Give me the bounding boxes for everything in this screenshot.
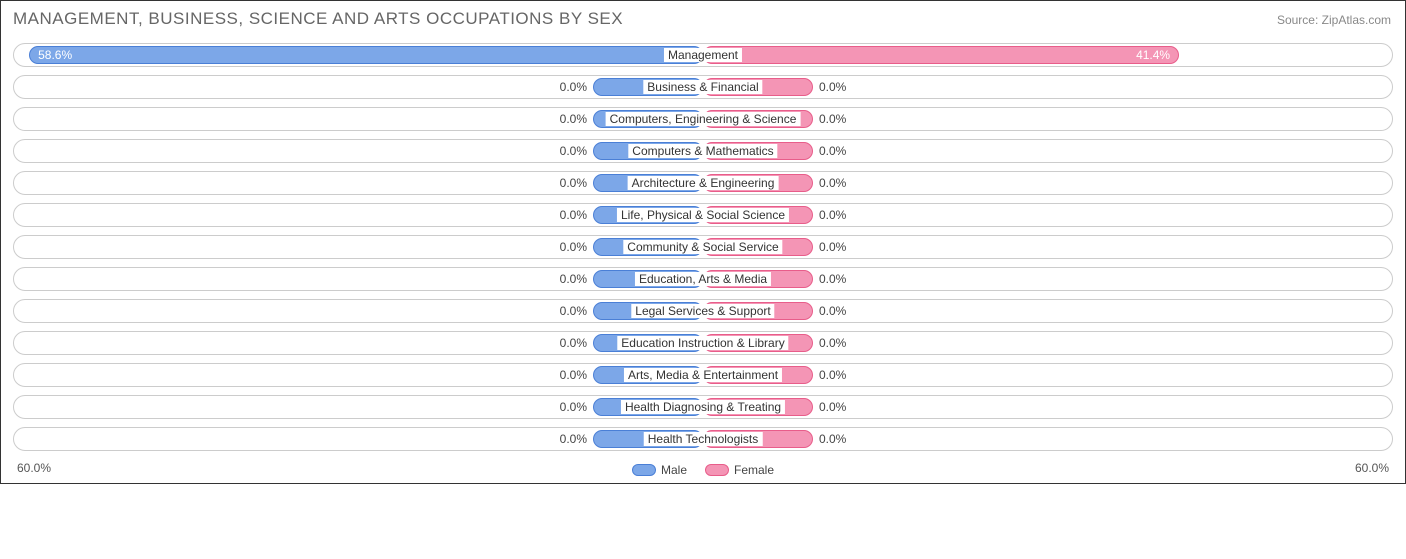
male-pct: 0.0% <box>554 336 593 350</box>
female-pct: 0.0% <box>813 304 852 318</box>
legend-male-label: Male <box>661 463 687 477</box>
axis-left-label: 60.0% <box>17 461 51 477</box>
chart-row: 0.0% 0.0% Education, Arts & Media <box>13 267 1393 291</box>
category-label: Computers & Mathematics <box>628 144 777 158</box>
female-pct: 0.0% <box>813 112 852 126</box>
female-pct: 0.0% <box>813 272 852 286</box>
chart-row: 0.0% 0.0% Legal Services & Support <box>13 299 1393 323</box>
female-bar: 41.4% <box>703 46 1179 64</box>
chart-row: 0.0% 0.0% Computers & Mathematics <box>13 139 1393 163</box>
chart-container: Management, Business, Science and Arts O… <box>0 0 1406 484</box>
chart-legend: Male Female <box>632 463 774 477</box>
female-pct: 41.4% <box>1136 48 1170 62</box>
chart-row: 0.0% 0.0% Life, Physical & Social Science <box>13 203 1393 227</box>
legend-male: Male <box>632 463 687 477</box>
female-pct: 0.0% <box>813 336 852 350</box>
chart-source: Source: ZipAtlas.com <box>1277 13 1391 27</box>
chart-title: Management, Business, Science and Arts O… <box>13 9 1393 29</box>
female-pct: 0.0% <box>813 240 852 254</box>
category-label: Education Instruction & Library <box>617 336 788 350</box>
category-label: Legal Services & Support <box>631 304 774 318</box>
category-label: Computers, Engineering & Science <box>606 112 801 126</box>
male-pct: 0.0% <box>554 240 593 254</box>
axis-labels: 60.0% Male Female 60.0% <box>13 459 1393 477</box>
category-label: Education, Arts & Media <box>635 272 771 286</box>
chart-row: 0.0% 0.0% Architecture & Engineering <box>13 171 1393 195</box>
chart-row: 0.0% 0.0% Arts, Media & Entertainment <box>13 363 1393 387</box>
male-pct: 0.0% <box>554 272 593 286</box>
male-bar: 58.6% <box>29 46 703 64</box>
category-label: Business & Financial <box>643 80 762 94</box>
male-pct: 0.0% <box>554 368 593 382</box>
female-pct: 0.0% <box>813 400 852 414</box>
chart-row: 0.0% 0.0% Computers, Engineering & Science <box>13 107 1393 131</box>
legend-male-swatch <box>632 464 656 476</box>
female-pct: 0.0% <box>813 80 852 94</box>
male-pct: 0.0% <box>554 400 593 414</box>
male-pct: 0.0% <box>554 112 593 126</box>
male-pct: 58.6% <box>38 48 72 62</box>
category-label: Architecture & Engineering <box>628 176 779 190</box>
chart-rows: 58.6% 41.4% Management 0.0% 0.0% Business & F… <box>13 43 1393 451</box>
chart-row: 0.0% 0.0% Business & Financial <box>13 75 1393 99</box>
chart-row: 0.0% 0.0% Community & Social Service <box>13 235 1393 259</box>
female-pct: 0.0% <box>813 176 852 190</box>
legend-female-swatch <box>705 464 729 476</box>
category-label: Life, Physical & Social Science <box>617 208 789 222</box>
category-label: Health Diagnosing & Treating <box>621 400 785 414</box>
female-pct: 0.0% <box>813 208 852 222</box>
chart-row: 0.0% 0.0% Health Diagnosing & Treating <box>13 395 1393 419</box>
male-pct: 0.0% <box>554 208 593 222</box>
male-pct: 0.0% <box>554 144 593 158</box>
category-label: Arts, Media & Entertainment <box>624 368 782 382</box>
chart-row: 58.6% 41.4% Management <box>13 43 1393 67</box>
male-pct: 0.0% <box>554 176 593 190</box>
chart-row: 0.0% 0.0% Health Technologists <box>13 427 1393 451</box>
category-label: Management <box>664 48 742 62</box>
male-pct: 0.0% <box>554 80 593 94</box>
category-label: Community & Social Service <box>623 240 782 254</box>
male-pct: 0.0% <box>554 304 593 318</box>
category-label: Health Technologists <box>644 432 763 446</box>
legend-female-label: Female <box>734 463 774 477</box>
axis-right-label: 60.0% <box>1355 461 1389 477</box>
legend-female: Female <box>705 463 774 477</box>
female-pct: 0.0% <box>813 144 852 158</box>
chart-row: 0.0% 0.0% Education Instruction & Library <box>13 331 1393 355</box>
female-pct: 0.0% <box>813 368 852 382</box>
female-pct: 0.0% <box>813 432 852 446</box>
male-pct: 0.0% <box>554 432 593 446</box>
